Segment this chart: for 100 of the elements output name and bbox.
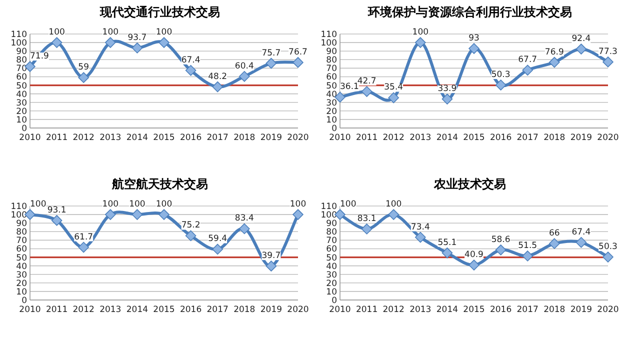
point — [415, 232, 426, 243]
x-tick-label: 2017 — [206, 133, 228, 143]
y-tick-label: 40 — [326, 262, 337, 272]
data-label: 100 — [102, 28, 119, 38]
data-label: 59.4 — [208, 234, 228, 244]
point — [292, 57, 304, 68]
data-label: 92.4 — [572, 34, 591, 44]
data-label: 73.4 — [410, 222, 430, 232]
y-tick-label: 0 — [332, 124, 337, 134]
y-tick-label: 40 — [326, 90, 337, 100]
point — [468, 43, 480, 54]
data-label: 61.7 — [74, 232, 94, 242]
data-label: 40.9 — [464, 250, 484, 260]
y-tick-label: 0 — [22, 124, 27, 134]
y-tick-label: 70 — [326, 236, 337, 246]
x-tick-label: 2011 — [356, 133, 378, 143]
x-tick-label: 2012 — [72, 133, 94, 143]
x-tick-label: 2019 — [260, 133, 282, 143]
data-label: 75.2 — [181, 220, 200, 231]
y-tick-label: 80 — [16, 228, 27, 238]
y-tick-label: 110 — [10, 202, 27, 212]
data-label: 83.1 — [357, 214, 376, 224]
x-tick-label: 2019 — [260, 305, 282, 315]
x-tick-label: 2011 — [356, 305, 378, 315]
data-label: 100 — [156, 200, 172, 210]
data-label: 50.3 — [491, 70, 510, 80]
y-tick-label: 30 — [326, 98, 337, 108]
y-tick-label: 70 — [16, 236, 27, 246]
x-tick-label: 2016 — [180, 305, 202, 315]
point — [185, 230, 196, 242]
y-tick-label: 50 — [326, 253, 337, 264]
data-label: 58.6 — [491, 234, 510, 245]
point — [602, 56, 614, 68]
y-tick-label: 30 — [16, 98, 27, 108]
data-label: 100 — [385, 200, 402, 210]
y-tick-label: 90 — [16, 219, 27, 230]
data-label: 93.1 — [47, 205, 66, 216]
data-label: 71.9 — [30, 52, 49, 62]
point — [51, 215, 62, 226]
x-tick-label: 2012 — [382, 133, 404, 143]
data-label: 100 — [156, 28, 172, 38]
chart-title: 现代交通行业技术交易 — [99, 5, 220, 19]
x-tick-label: 2013 — [410, 133, 432, 143]
point — [549, 56, 560, 68]
y-tick-label: 30 — [16, 270, 27, 280]
data-label: 33.9 — [438, 84, 457, 94]
point — [105, 209, 116, 220]
y-tick-label: 40 — [16, 90, 27, 100]
y-tick-label: 110 — [320, 202, 337, 212]
x-tick-label: 2012 — [382, 305, 404, 315]
data-label: 50.3 — [598, 242, 618, 252]
x-tick-label: 2016 — [180, 133, 202, 143]
x-tick-label: 2010 — [19, 133, 41, 143]
x-tick-label: 2017 — [206, 305, 228, 315]
y-tick-label: 80 — [326, 56, 337, 66]
data-label: 93 — [468, 34, 480, 44]
point — [105, 37, 116, 48]
data-label: 67.4 — [572, 227, 591, 238]
y-tick-label: 90 — [326, 219, 337, 230]
point — [522, 250, 533, 262]
data-label: 100 — [30, 200, 46, 210]
y-tick-label: 60 — [16, 244, 27, 255]
y-tick-label: 90 — [326, 47, 337, 58]
y-tick-label: 110 — [10, 30, 27, 40]
point — [442, 94, 453, 104]
point — [495, 244, 506, 256]
data-label: 75.7 — [262, 48, 281, 58]
y-tick-label: 100 — [320, 38, 337, 49]
point — [576, 237, 587, 248]
x-tick-label: 2014 — [436, 133, 458, 143]
x-tick-label: 2015 — [153, 305, 175, 315]
data-label: 59 — [78, 62, 90, 73]
y-tick-label: 60 — [326, 72, 337, 83]
point — [158, 37, 170, 48]
chart-title: 航空航天技术交易 — [111, 177, 208, 191]
point — [78, 72, 89, 83]
point — [495, 80, 506, 90]
point — [522, 64, 533, 76]
point — [361, 224, 372, 234]
x-tick-label: 2014 — [126, 133, 148, 143]
x-tick-label: 2019 — [570, 305, 592, 315]
point — [132, 209, 143, 220]
chart-title: 环境保护与资源综合利用行业技术交易 — [367, 5, 572, 19]
data-label: 55.1 — [438, 238, 457, 248]
point — [549, 238, 560, 249]
data-label: 42.7 — [357, 76, 376, 87]
y-tick-label: 60 — [326, 244, 337, 255]
x-tick-label: 2012 — [72, 305, 94, 315]
point — [292, 209, 304, 220]
y-tick-label: 0 — [22, 296, 27, 306]
y-tick-label: 50 — [16, 253, 27, 264]
point — [388, 92, 399, 104]
point — [132, 42, 143, 54]
chart-title: 农业技术交易 — [433, 177, 506, 191]
point — [185, 65, 196, 76]
point — [361, 86, 372, 97]
y-tick-label: 50 — [326, 81, 337, 92]
x-tick-label: 2020 — [597, 305, 619, 315]
x-tick-label: 2018 — [544, 305, 566, 315]
point — [602, 252, 614, 262]
